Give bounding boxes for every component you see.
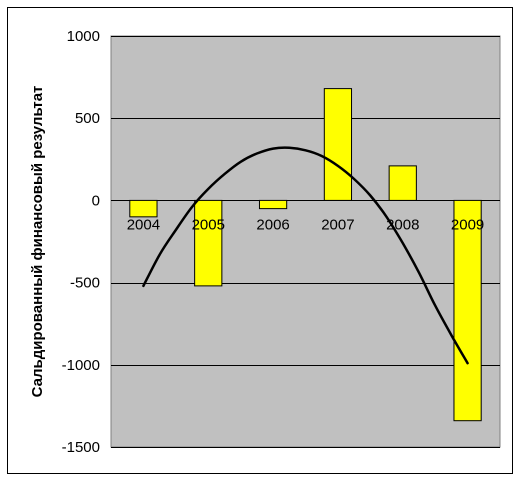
y-axis-label: Сальдированный финансовый результат bbox=[29, 86, 46, 398]
y-tick-label: 500 bbox=[75, 110, 100, 127]
y-tick-label: -500 bbox=[70, 275, 100, 292]
x-tick-label-2004: 2004 bbox=[127, 216, 160, 233]
y-tick-label: 1000 bbox=[67, 28, 100, 45]
x-tick-label-2005: 2005 bbox=[192, 216, 225, 233]
bar-2007 bbox=[323, 88, 353, 201]
chart-frame: 2004 2005 2006 2007 2008 2009 1000 500 0 -500 -10… bbox=[7, 7, 513, 474]
gridlines bbox=[111, 36, 500, 448]
x-tick-labels: 2004 2005 2006 2007 2008 2009 bbox=[127, 216, 485, 233]
bar-2004 bbox=[129, 199, 158, 218]
y-tick-label: -1000 bbox=[62, 357, 100, 374]
trendline bbox=[142, 146, 469, 365]
x-tick-label-2009: 2009 bbox=[451, 216, 484, 233]
x-tick-label-2007: 2007 bbox=[321, 216, 354, 233]
bar-2005 bbox=[194, 199, 223, 287]
bars bbox=[129, 88, 482, 422]
y-tick-label: 0 bbox=[92, 192, 100, 209]
x-tick-label-2006: 2006 bbox=[256, 216, 289, 233]
bar-2009 bbox=[453, 199, 482, 422]
bar-2008 bbox=[388, 165, 417, 201]
chart-svg: 2004 2005 2006 2007 2008 2009 10005000-500-10… bbox=[29, 28, 501, 456]
y-tick-label: -1500 bbox=[62, 439, 100, 456]
plot-area bbox=[110, 35, 501, 448]
y-tick-labels: 1000 500 0 -500 -1000 -1500 bbox=[62, 28, 100, 456]
bar-2006 bbox=[258, 199, 288, 210]
